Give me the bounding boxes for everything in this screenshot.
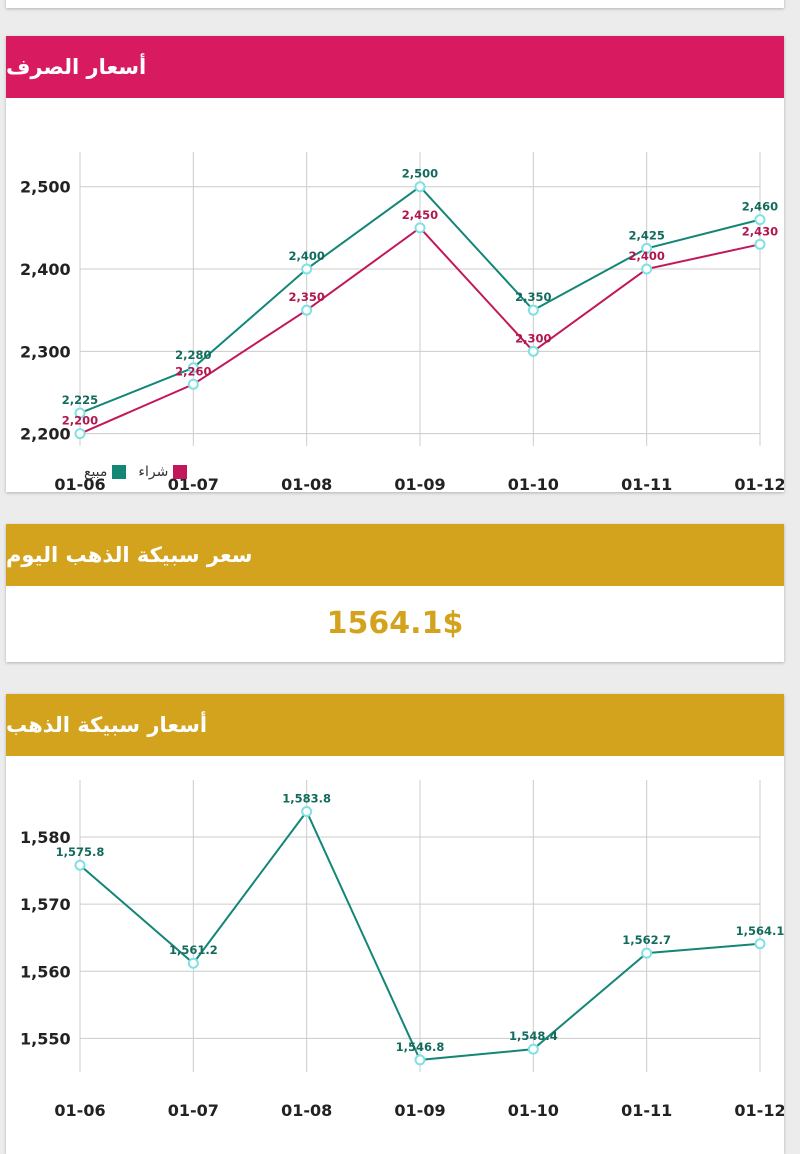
exchange-data-label: 2,260 (175, 364, 211, 378)
exchange-data-point (414, 181, 426, 193)
legend-label-sell: مبيع (84, 464, 108, 480)
exchange-data-label: 2,425 (628, 228, 664, 242)
gold-xtick-label: 01-11 (621, 1101, 672, 1120)
gold-data-point (527, 1043, 539, 1055)
exchange-xtick-label: 01-09 (394, 475, 445, 492)
legend-item-sell: مبيع (84, 464, 127, 480)
exchange-xtick-label: 01-06 (54, 475, 105, 492)
exchange-data-label: 2,400 (288, 249, 324, 263)
legend-swatch-sell (112, 465, 127, 479)
gold-data-label: 1,546.8 (396, 1040, 445, 1054)
exchange-rates-header: أسعار الصرف (6, 36, 784, 98)
exchange-data-label: 2,350 (288, 290, 324, 304)
gold-data-point (187, 957, 199, 969)
exchange-data-label: 2,400 (628, 249, 664, 263)
exchange-data-point (414, 222, 426, 234)
gold-data-label: 1,562.7 (622, 933, 671, 947)
gold-data-label: 1,564.1 (736, 924, 784, 938)
gold-today-header: سعر سبيكة الذهب اليوم (6, 524, 784, 586)
legend-item-buy: شراء (138, 464, 188, 480)
gold-data-label: 1,575.8 (56, 845, 105, 859)
gold-data-point (754, 938, 766, 950)
exchange-data-point (641, 263, 653, 275)
gold-xtick-label: 01-09 (394, 1101, 445, 1120)
gold-today-card: سعر سبيكة الذهب اليوم 1564.1$ (6, 524, 784, 662)
exchange-xtick-label: 01-12 (734, 475, 784, 492)
gold-ytick-label: 1,560 (20, 962, 71, 981)
exchange-data-point (754, 238, 766, 250)
gold-xtick-label: 01-08 (281, 1101, 332, 1120)
gold-data-point (414, 1054, 426, 1066)
exchange-data-point (74, 428, 86, 440)
gold-xtick-label: 01-10 (508, 1101, 559, 1120)
gold-today-title: سعر سبيكة الذهب اليوم (6, 543, 253, 567)
gold-data-label: 1,583.8 (282, 791, 331, 805)
exchange-xtick-label: 01-08 (281, 475, 332, 492)
gold-ytick-label: 1,570 (20, 895, 71, 914)
gold-data-point (301, 805, 313, 817)
exchange-data-point (74, 407, 86, 419)
gold-xtick-label: 01-07 (168, 1101, 219, 1120)
exchange-data-label: 2,350 (515, 290, 551, 304)
chart-legend: شراء مبيع (84, 464, 188, 480)
gold-prices-chart: 1,550 1,560 1,570 1,580 01-06 01-07 01-08 01-09… (20, 780, 784, 1120)
exchange-ytick-label: 2,500 (20, 178, 71, 197)
gold-xtick-label: 01-12 (734, 1101, 784, 1120)
legend-swatch-buy (173, 465, 188, 479)
exchange-data-label: 2,300 (515, 331, 551, 345)
exchange-data-point (641, 242, 653, 254)
gold-xtick-label: 01-06 (54, 1101, 105, 1120)
gold-today-price: 1564.1$ (326, 605, 464, 641)
gold-ytick-label: 1,580 (20, 828, 71, 847)
gold-data-label: 1,561.2 (169, 943, 218, 957)
exchange-data-label: 2,200 (62, 414, 98, 428)
gold-ytick-label: 1,550 (20, 1029, 71, 1048)
legend-label-buy: شراء (138, 464, 169, 480)
exchange-rates-chart: 2,200 2,300 2,400 2,500 01-06 01-07 01-08 01-09… (20, 152, 784, 492)
exchange-data-label: 2,225 (62, 393, 98, 407)
gold-data-label: 1,548.4 (509, 1029, 558, 1043)
exchange-ytick-label: 2,400 (20, 260, 71, 279)
exchange-data-point (527, 304, 539, 316)
exchange-data-label: 2,430 (742, 224, 778, 238)
gold-data-point (74, 859, 86, 871)
exchange-data-point (527, 345, 539, 357)
exchange-xtick-label: 01-10 (508, 475, 559, 492)
top-card (6, 0, 784, 8)
gold-prices-header: أسعار سبيكة الذهب (6, 694, 784, 756)
exchange-data-point (301, 263, 313, 275)
gold-prices-title: أسعار سبيكة الذهب (6, 713, 208, 737)
exchange-rates-title: أسعار الصرف (6, 55, 147, 79)
exchange-data-point (187, 362, 199, 374)
exchange-xtick-label: 01-07 (168, 475, 219, 492)
exchange-data-label: 2,280 (175, 348, 211, 362)
exchange-data-label: 2,460 (742, 200, 778, 214)
gold-prices-card: أسعار سبيكة الذهب 1,550 1,560 1,570 1,580 01… (6, 694, 784, 1154)
exchange-data-label: 2,500 (402, 167, 438, 181)
exchange-data-label: 2,450 (402, 208, 438, 222)
exchange-data-point (187, 378, 199, 390)
exchange-xtick-label: 01-11 (621, 475, 672, 492)
exchange-data-point (754, 214, 766, 226)
exchange-ytick-label: 2,200 (20, 425, 71, 444)
exchange-ytick-label: 2,300 (20, 342, 71, 361)
exchange-data-point (301, 304, 313, 316)
gold-data-point (641, 947, 653, 959)
exchange-rates-card: أسعار الصرف 2,200 2,300 2,400 2,500 01-06 01-… (6, 36, 784, 492)
